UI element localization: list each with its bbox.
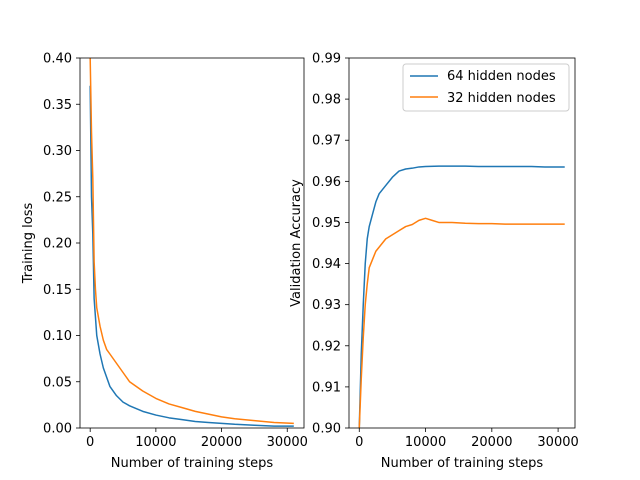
legend: 64 hidden nodes 32 hidden nodes: [402, 63, 570, 112]
accuracy-y-tick-label: 0.95: [312, 216, 341, 231]
accuracy-y-tick-label: 0.91: [312, 380, 341, 395]
loss-series-line-0: [89, 85, 294, 427]
accuracy-y-tick-label: 0.98: [312, 93, 341, 108]
accuracy-x-tick-label: 10000: [405, 435, 446, 450]
loss-y-tick-label: 0.40: [43, 52, 72, 67]
accuracy-plot-area: [349, 58, 575, 428]
accuracy-plot-frame: [348, 57, 576, 429]
accuracy-series-line-0: [358, 165, 565, 429]
accuracy-y-tick-label: 0.94: [312, 257, 341, 272]
loss-y-tick-label: 0.20: [43, 237, 72, 252]
legend-label-64: 64 hidden nodes: [447, 69, 556, 84]
loss-x-tick-label: 30000: [267, 435, 308, 450]
accuracy-panel: 0 10000 20000 30000 0.900.910.920.930.940.9…: [289, 52, 579, 472]
loss-plot-frame: [79, 57, 305, 429]
legend-label-32: 32 hidden nodes: [447, 91, 556, 106]
loss-y-tick-label: 0.15: [43, 283, 72, 298]
loss-y-tick-label: 0.35: [43, 98, 72, 113]
accuracy-y-axis-label: Validation Accuracy: [289, 179, 304, 307]
loss-x-axis-label: Number of training steps: [111, 456, 274, 471]
accuracy-y-ticks: 0.90 0.91 0.92 0.93 0.94 0.95 0.96 0.97 0.98 0.99: [312, 52, 349, 437]
loss-series-line-1: [89, 57, 294, 425]
loss-x-tick-label: 10000: [135, 435, 176, 450]
loss-series-layer: [89, 57, 294, 427]
loss-y-tick-label: 0.00: [43, 422, 72, 437]
accuracy-x-tick-label: 20000: [471, 435, 512, 450]
loss-y-tick-label: 0.25: [43, 190, 72, 205]
accuracy-y-tick-label: 0.92: [312, 339, 341, 354]
accuracy-y-tick-label: 0.99: [312, 52, 341, 67]
legend-frame: [402, 63, 570, 112]
accuracy-series-line-1: [358, 217, 565, 429]
accuracy-x-axis-label: Number of training steps: [381, 456, 544, 471]
accuracy-x-ticks: 0 10000 20000 30000: [355, 428, 579, 450]
loss-y-ticks: 0.00 0.05 0.10 0.15 0.20 0.25 0.30 0.35 0.40: [43, 52, 80, 437]
accuracy-y-tick-label: 0.96: [312, 175, 341, 190]
accuracy-y-tick-label: 0.90: [312, 422, 341, 437]
loss-y-tick-label: 0.05: [43, 375, 72, 390]
loss-x-tick-label: 20000: [201, 435, 242, 450]
loss-y-tick-label: 0.10: [43, 329, 72, 344]
loss-y-tick-label: 0.30: [43, 144, 72, 159]
accuracy-x-tick-label: 30000: [537, 435, 578, 450]
accuracy-y-tick-label: 0.93: [312, 298, 341, 313]
accuracy-y-tick-label: 0.97: [312, 134, 341, 149]
loss-x-tick-label: 0: [86, 435, 94, 450]
loss-y-axis-label: Training loss: [21, 203, 36, 285]
accuracy-x-tick-label: 0: [355, 435, 363, 450]
loss-panel: 0 10000 20000 30000 0.00 0.05 0.10 0.15 0.20 0.2…: [21, 52, 308, 472]
loss-x-ticks: 0 10000 20000 30000: [86, 428, 308, 450]
accuracy-series-layer: [358, 165, 565, 429]
loss-plot-area: [80, 58, 304, 428]
